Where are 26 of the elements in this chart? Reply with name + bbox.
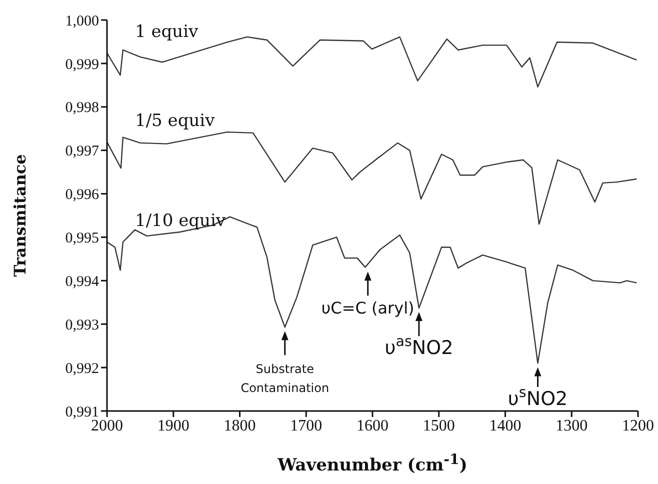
y-tick-label: 0,995: [65, 230, 99, 247]
series-label: 1/5 equiv: [135, 111, 216, 132]
y-tick-label: 1,000: [65, 13, 99, 30]
y-tick-label: 0,998: [65, 100, 99, 116]
x-axis-title: Wavenumber (cm$^{-1}$): [276, 452, 468, 476]
x-tick-label: 1200: [622, 417, 654, 434]
x-tick-label: 1700: [290, 417, 322, 434]
annotation: υC=C (aryl): [321, 298, 414, 318]
x-tick-label: 1900: [157, 417, 190, 434]
y-axis-title: Transmitance: [10, 154, 30, 277]
annotation: Substrate Contamination: [240, 362, 330, 396]
series-label: 1 equiv: [135, 22, 199, 42]
annotation: υ$^{s}$NO2: [508, 385, 568, 410]
y-tick-label: 0,993: [65, 317, 99, 334]
y-tick-label: 0,996: [65, 187, 100, 204]
x-tick-label: 1600: [356, 417, 388, 434]
y-tick-label: 0,994: [65, 274, 100, 290]
x-tick-label: 1500: [422, 417, 455, 434]
y-tick-label: 0,992: [65, 360, 99, 377]
x-tick-label: 1800: [224, 417, 256, 434]
y-tick-label: 0,997: [65, 144, 100, 160]
y-tick-label: 0,999: [65, 56, 99, 73]
x-tick-label: 1400: [489, 417, 522, 434]
series-label: 1/10 equiv: [135, 211, 226, 231]
annotation: υ$^{as}$NO2: [384, 334, 454, 360]
x-tick-label: 1300: [556, 417, 588, 434]
